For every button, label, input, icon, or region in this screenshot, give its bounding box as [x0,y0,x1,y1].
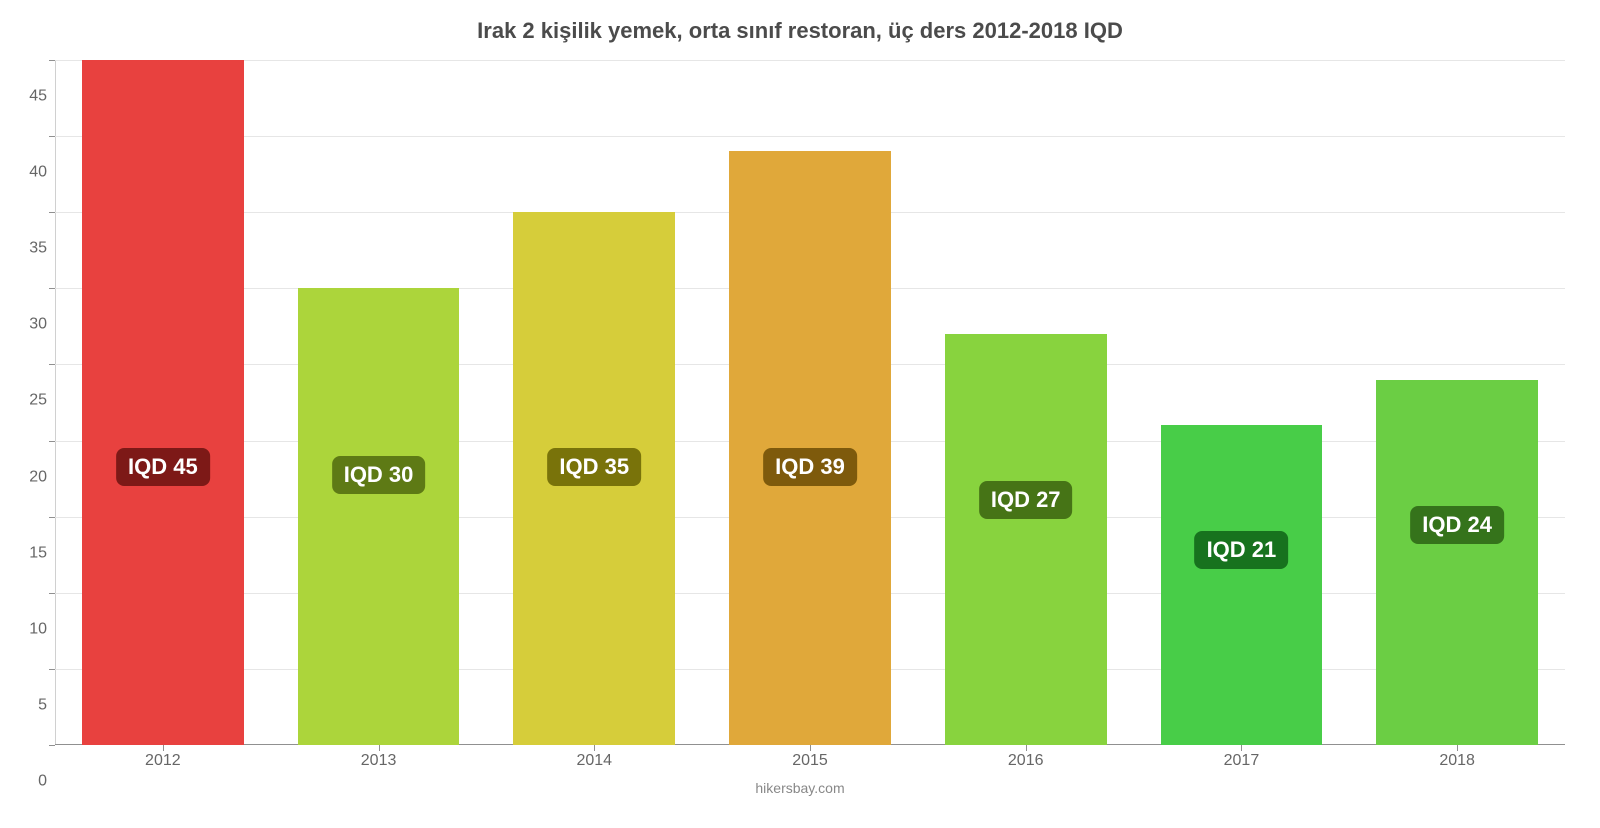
bar-value-badge: IQD 27 [979,481,1073,519]
plot-area: IQD 45 IQD 30 IQD 35 IQD 39 IQD 27 IQD 21 IQD … [55,60,1565,745]
bar: IQD 21 [1161,425,1323,745]
x-tick-mark [379,745,380,751]
y-tick-label: 0 [38,773,47,828]
y-tick-label: 25 [29,392,47,447]
y-axis-line [55,60,56,745]
bar-value-badge: IQD 24 [1410,506,1504,544]
bar: IQD 39 [729,151,891,745]
x-tick-mark [1026,745,1027,751]
y-tick-mark [49,517,55,518]
y-tick-mark [49,669,55,670]
y-tick-mark [49,441,55,442]
y-tick-mark [49,136,55,137]
bar-value-badge: IQD 45 [116,448,210,486]
x-tick-mark [1457,745,1458,751]
y-tick-label: 35 [29,240,47,295]
bar: IQD 27 [945,334,1107,745]
x-tick-mark [1241,745,1242,751]
bar: IQD 35 [513,212,675,745]
y-tick-label: 20 [29,468,47,523]
y-tick-label: 10 [29,620,47,675]
x-tick-label: 2018 [1439,752,1475,770]
y-tick-mark [49,288,55,289]
attribution: hikersbay.com [0,780,1600,796]
bar-value-badge: IQD 30 [332,456,426,494]
y-tick-label: 40 [29,164,47,219]
y-tick-label: 15 [29,544,47,599]
x-tick-label: 2015 [792,752,828,770]
x-tick-mark [810,745,811,751]
bar-value-badge: IQD 21 [1195,531,1289,569]
grid-line [55,60,1565,61]
x-tick-mark [163,745,164,751]
y-tick-label: 30 [29,316,47,371]
x-tick-label: 2014 [576,752,612,770]
bar: IQD 30 [298,288,460,745]
x-tick-label: 2016 [1008,752,1044,770]
x-tick-mark [594,745,595,751]
y-tick-label: 5 [38,696,47,751]
y-tick-mark [49,60,55,61]
chart-container: Irak 2 kişilik yemek, orta sınıf restora… [0,0,1600,800]
bar-value-badge: IQD 39 [763,448,857,486]
x-tick-label: 2013 [361,752,397,770]
y-tick-mark [49,364,55,365]
bar: IQD 45 [82,60,244,745]
bar-value-badge: IQD 35 [547,448,641,486]
grid-line [55,136,1565,137]
chart-title: Irak 2 kişilik yemek, orta sınıf restora… [0,18,1600,44]
x-tick-label: 2017 [1224,752,1260,770]
bar: IQD 24 [1376,380,1538,745]
y-tick-mark [49,593,55,594]
y-tick-mark [49,745,55,746]
y-tick-label: 45 [29,88,47,143]
x-tick-label: 2012 [145,752,181,770]
y-tick-mark [49,212,55,213]
